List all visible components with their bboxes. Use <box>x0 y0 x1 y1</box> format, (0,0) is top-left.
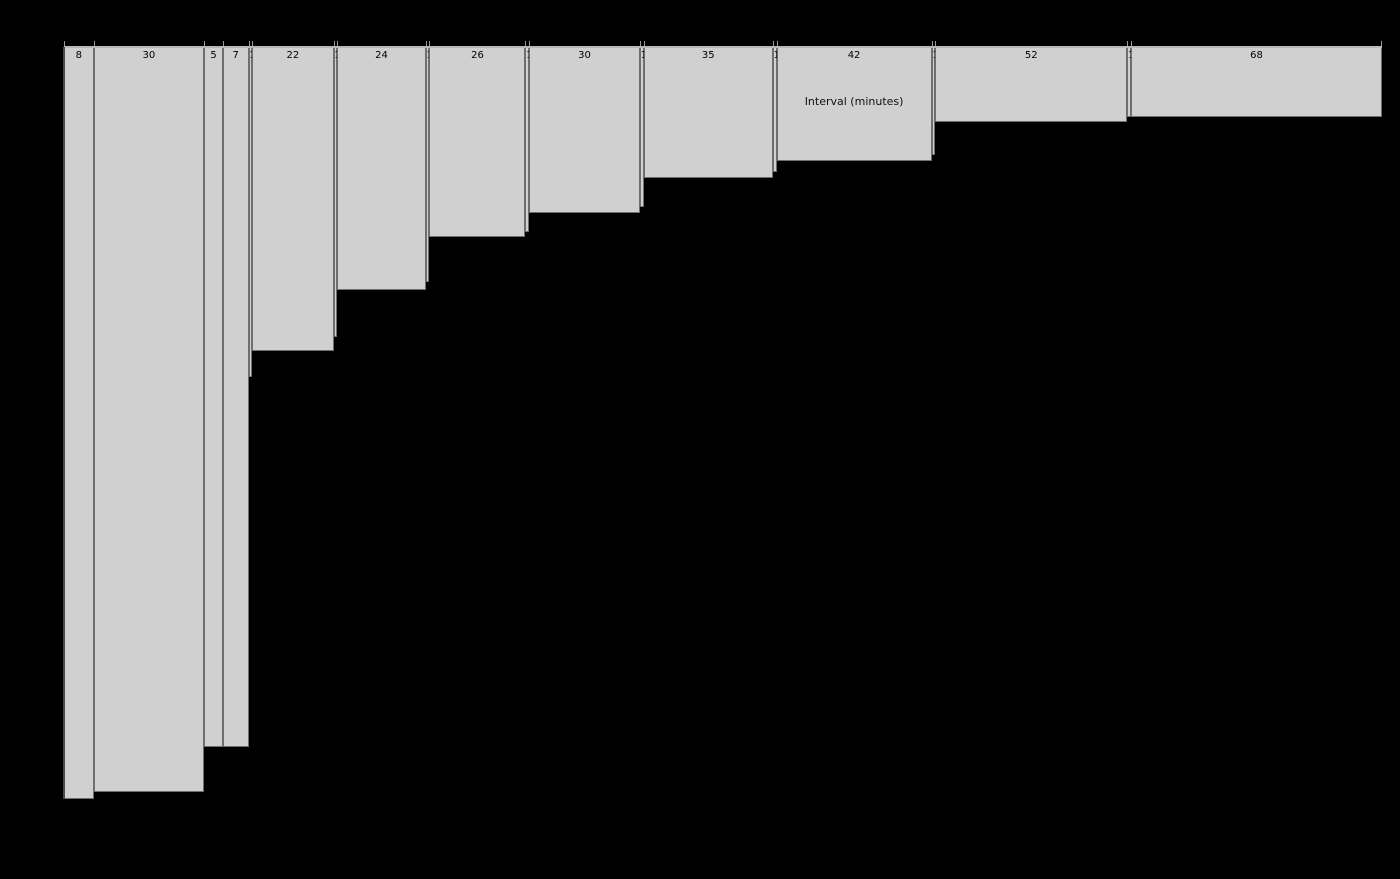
top-axis-spine <box>64 41 1382 48</box>
histogram-bar[interactable] <box>639 47 644 207</box>
axis-tick <box>529 41 531 46</box>
axis-tick <box>776 41 778 46</box>
axis-tick <box>1381 41 1382 46</box>
axis-tick <box>525 41 527 46</box>
axis-tick <box>93 41 95 46</box>
histogram-bar[interactable] <box>931 47 936 155</box>
axis-tick <box>935 41 937 46</box>
left-axis-spine <box>63 47 65 799</box>
axis-tick <box>772 41 774 46</box>
axis-tick <box>1130 41 1132 46</box>
axis-tick <box>333 41 335 46</box>
x-axis-title: Interval (minutes) <box>804 95 904 108</box>
axis-tick <box>64 41 65 46</box>
axis-tick <box>337 41 339 46</box>
histogram-bar[interactable] <box>337 47 426 290</box>
axis-tick <box>252 41 254 46</box>
histogram-bar[interactable] <box>1130 47 1382 117</box>
histogram-bar[interactable] <box>935 47 1128 122</box>
axis-tick <box>248 41 250 46</box>
axis-tick <box>222 41 224 46</box>
histogram-bar[interactable] <box>248 47 253 377</box>
histogram-bar[interactable] <box>204 47 223 747</box>
histogram-bar[interactable] <box>643 47 773 178</box>
axis-tick <box>1127 41 1129 46</box>
histogram-bar[interactable] <box>93 47 205 792</box>
histogram-bar[interactable] <box>1127 47 1131 117</box>
histogram-bar[interactable] <box>429 47 526 237</box>
histogram-bar[interactable] <box>529 47 640 213</box>
histogram-bar[interactable] <box>64 47 94 799</box>
histogram-bar[interactable] <box>425 47 430 282</box>
axis-tick <box>204 41 206 46</box>
histogram-bar[interactable] <box>772 47 777 172</box>
histogram-bar[interactable] <box>525 47 530 232</box>
histogram-bar[interactable] <box>252 47 334 351</box>
plot-area: 83057122124126130135142152168 <box>64 47 1382 847</box>
histogram-bar[interactable] <box>333 47 338 337</box>
axis-tick <box>429 41 431 46</box>
axis-tick <box>931 41 933 46</box>
histogram-bar[interactable] <box>776 47 932 161</box>
histogram-bar[interactable] <box>222 47 249 747</box>
axis-tick <box>643 41 645 46</box>
axis-tick <box>639 41 641 46</box>
axis-tick <box>425 41 427 46</box>
